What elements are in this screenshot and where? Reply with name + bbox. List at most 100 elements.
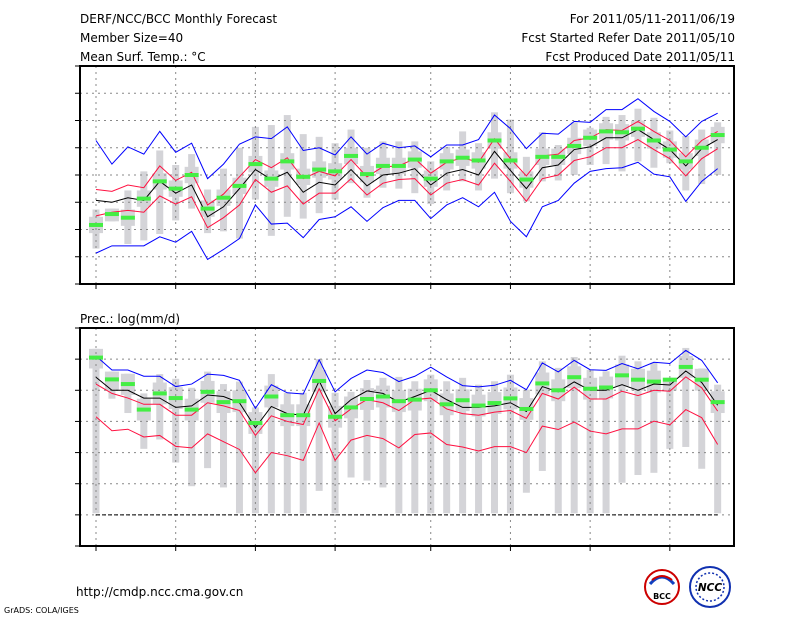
produced-date: Fcst Produced Date 2011/05/11 [545, 50, 735, 64]
observed-marker [200, 389, 215, 394]
bcc-logo-text: BCC [653, 592, 671, 601]
range-bar [395, 376, 403, 514]
observed-marker [567, 143, 582, 148]
temperature-panel [75, 65, 735, 289]
observed-marker [168, 396, 183, 401]
grads-credit: GrADS: COLA/IGES [4, 606, 79, 615]
observed-marker [423, 388, 438, 393]
source-url: http://cmdp.ncc.cma.gov.cn [76, 585, 243, 599]
range-bar [331, 392, 339, 514]
observed-marker [391, 163, 406, 168]
observed-marker [232, 399, 247, 404]
observed-marker [487, 401, 502, 406]
observed-marker [583, 135, 598, 140]
observed-marker [375, 394, 390, 399]
observed-marker [120, 215, 135, 220]
observed-marker [567, 375, 582, 380]
observed-marker [120, 382, 135, 387]
observed-marker [599, 129, 614, 134]
range-bar [491, 381, 498, 514]
observed-marker [519, 177, 534, 182]
range-bar [634, 361, 642, 475]
range-bar [506, 374, 514, 514]
observed-marker [710, 133, 725, 138]
range-bar [570, 356, 578, 514]
observed-marker [599, 385, 614, 390]
range-bar [156, 150, 164, 235]
observed-marker [519, 406, 534, 411]
range-bar [618, 115, 626, 172]
observed-marker [535, 381, 550, 386]
observed-marker [710, 400, 725, 405]
observed-marker [662, 377, 677, 382]
observed-marker [344, 405, 359, 410]
observed-marker [646, 379, 661, 384]
observed-marker [89, 355, 103, 360]
observed-marker [184, 173, 199, 177]
observed-marker [487, 138, 502, 143]
observed-marker [136, 196, 151, 201]
range-bar [140, 393, 148, 449]
observed-marker [200, 206, 215, 211]
range-bar [714, 122, 722, 175]
ensemble-max-line [95, 349, 719, 410]
range-bar [618, 355, 626, 483]
observed-marker [136, 407, 151, 412]
observed-marker [407, 397, 422, 402]
observed-marker [503, 396, 518, 401]
range-bar [554, 367, 562, 514]
chart-title: DERF/NCC/BCC Monthly Forecast [80, 12, 277, 26]
observed-marker [264, 394, 279, 399]
observed-marker [168, 186, 183, 191]
lower-spread-line [95, 139, 718, 229]
started-date: Fcst Started Refer Date 2011/05/10 [521, 31, 735, 45]
observed-marker [296, 174, 311, 179]
range-bar [315, 359, 323, 491]
range-bar [363, 380, 371, 481]
range-bar [522, 389, 530, 493]
member-size: Member Size=40 [80, 31, 183, 45]
precip-label: Prec.: log(mm/d) [80, 312, 180, 326]
observed-marker [551, 388, 566, 393]
observed-marker [280, 159, 295, 164]
ncc-logo-text: NCC [698, 582, 722, 594]
range-bar [267, 374, 275, 514]
observed-marker [678, 364, 693, 369]
range-bar [204, 371, 212, 469]
observed-marker [615, 373, 630, 378]
observed-marker [152, 179, 167, 184]
ncc-logo: NCC [689, 566, 731, 608]
observed-marker [184, 407, 199, 412]
observed-marker [678, 159, 693, 164]
range-bar [188, 387, 196, 487]
observed-marker [646, 138, 661, 143]
observed-marker [662, 147, 677, 152]
ensemble-mean-line [95, 370, 719, 429]
observed-marker [375, 163, 390, 168]
range-bar [235, 381, 243, 514]
observed-marker [312, 167, 327, 172]
observed-marker [312, 378, 327, 383]
range-bar [602, 371, 610, 514]
observed-marker [630, 377, 645, 382]
range-bar [714, 384, 722, 514]
observed-marker [694, 145, 709, 150]
observed-marker [471, 158, 486, 163]
range-bar [650, 362, 658, 473]
observed-marker [248, 162, 263, 167]
plot-frame [79, 327, 735, 547]
observed-marker [280, 413, 295, 418]
range-bar [682, 347, 690, 447]
range-bar [172, 378, 180, 463]
observed-marker [328, 414, 343, 419]
upper-spread-line [95, 376, 719, 437]
observed-marker [104, 212, 119, 217]
range-bar [156, 374, 164, 440]
range-bar [443, 381, 451, 514]
range-bar [475, 384, 483, 514]
range-bar [427, 374, 435, 514]
observed-marker [264, 176, 279, 181]
range-bar [220, 384, 228, 488]
observed-marker [551, 154, 566, 159]
